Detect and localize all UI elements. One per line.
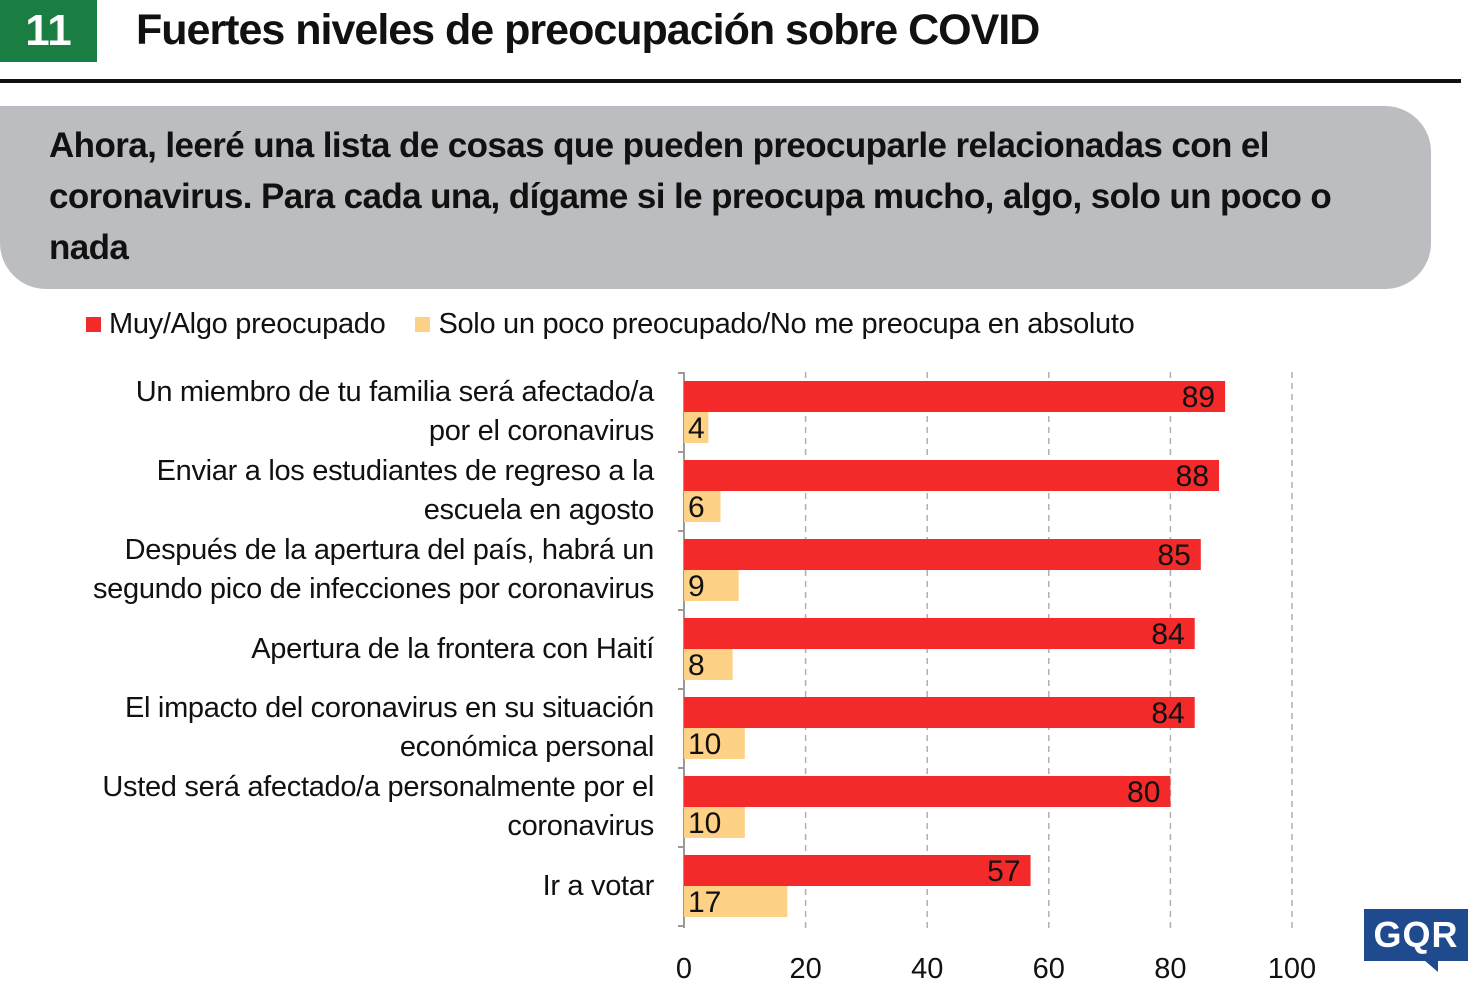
bar-series-1 [684,855,1031,886]
x-tick-label: 20 [789,953,821,985]
category-label-line: Apertura de la frontera con Haití [251,632,654,665]
category-label-line: Después de la apertura del país, habrá u… [124,534,655,566]
data-label-series-1: 84 [1151,697,1184,730]
category-label-line: Usted será afectado/a personalmente por … [102,771,654,803]
x-tick-label: 100 [1268,953,1316,985]
x-tick-label: 0 [676,953,692,985]
category-label: Después de la apertura del país, habrá u… [93,531,654,609]
question-box: Ahora, leeré una lista de cosas que pued… [0,106,1431,289]
category-label: El impacto del coronavirus en su situaci… [125,689,654,767]
data-label-series-2: 8 [688,649,705,682]
category-label-line: Enviar a los estudiantes de regreso a la [156,455,655,487]
bar-series-1 [684,460,1220,491]
bar-series-1 [684,618,1195,649]
category-label: Un miembro de tu familia será afectado/a… [135,373,655,451]
x-tick-label: 40 [911,953,943,985]
x-tick-label: 60 [1033,953,1065,985]
legend: Muy/Algo preocupado Solo un poco preocup… [86,308,1164,341]
bar-series-1 [684,381,1226,412]
gqr-logo: GQR [1364,909,1468,961]
data-label-series-2: 10 [688,807,721,840]
data-label-series-2: 9 [688,570,705,603]
data-label-series-1: 84 [1151,618,1184,651]
bar-series-2 [684,886,788,917]
chart-title: Fuertes niveles de preocupación sobre CO… [136,6,1040,54]
category-label: Usted será afectado/a personalmente por … [102,768,654,846]
bar-series-2 [684,491,721,522]
category-label-line: por el coronavirus [428,415,654,447]
category-label: Enviar a los estudiantes de regreso a la… [156,452,655,530]
category-label-line: escuela en agosto [423,494,655,526]
legend-swatch-series-1 [86,317,101,332]
bar-series-1 [684,776,1171,807]
chart-area: 0 20 40 60 80 100 89 88 85 84 84 80 57 4 6 9 8 10 10 17 Un … [0,360,1469,990]
logo-text: GQR [1373,914,1459,955]
data-label-series-1: 80 [1127,776,1160,809]
category-label-line: Ir a votar [542,869,655,902]
chart-number: 11 [25,6,72,55]
data-label-series-1: 57 [987,855,1020,888]
question-text: Ahora, leeré una lista de cosas que pued… [49,126,1332,267]
legend-label-series-1: Muy/Algo preocupado [109,308,386,340]
chart-number-badge: 11 [0,0,97,62]
category-label-line: segundo pico de infecciones por coronavi… [92,573,654,605]
bar-series-2 [684,807,745,838]
category-label-line: coronavirus [507,810,654,842]
category-label-line: Un miembro de tu familia será afectado/a [135,376,655,408]
bar-series-2 [684,649,733,680]
category-label: Ir a votar [542,867,655,906]
data-label-series-2: 17 [688,886,721,919]
data-label-series-1: 88 [1176,460,1209,493]
legend-item-series-1: Muy/Algo preocupado [86,308,386,341]
data-label-series-1: 85 [1157,539,1190,572]
title-divider [0,79,1461,83]
x-tick-label: 80 [1154,953,1186,985]
bar-series-1 [684,539,1201,570]
legend-item-series-2: Solo un poco preocupado/No me preocupa e… [415,308,1135,341]
data-label-series-2: 10 [688,728,721,761]
category-label-line: El impacto del coronavirus en su situaci… [124,692,654,724]
bar-chart: 0 20 40 60 80 100 89 88 85 84 84 80 57 4 6 9 8 10 10 17 [676,372,1316,985]
bar-series-2 [684,728,745,759]
category-label-line: económica personal [399,731,654,763]
bar-series-2 [684,412,709,443]
legend-swatch-series-2 [415,317,431,332]
bar-series-1 [684,697,1195,728]
bar-series-2 [684,570,739,601]
data-label-series-2: 6 [688,491,705,524]
category-label: Apertura de la frontera con Haití [251,630,654,669]
data-label-series-1: 89 [1182,381,1215,414]
logo-speech-tail [1424,960,1438,972]
legend-label-series-2: Solo un poco preocupado/No me preocupa e… [438,308,1135,340]
data-label-series-2: 4 [688,412,705,445]
